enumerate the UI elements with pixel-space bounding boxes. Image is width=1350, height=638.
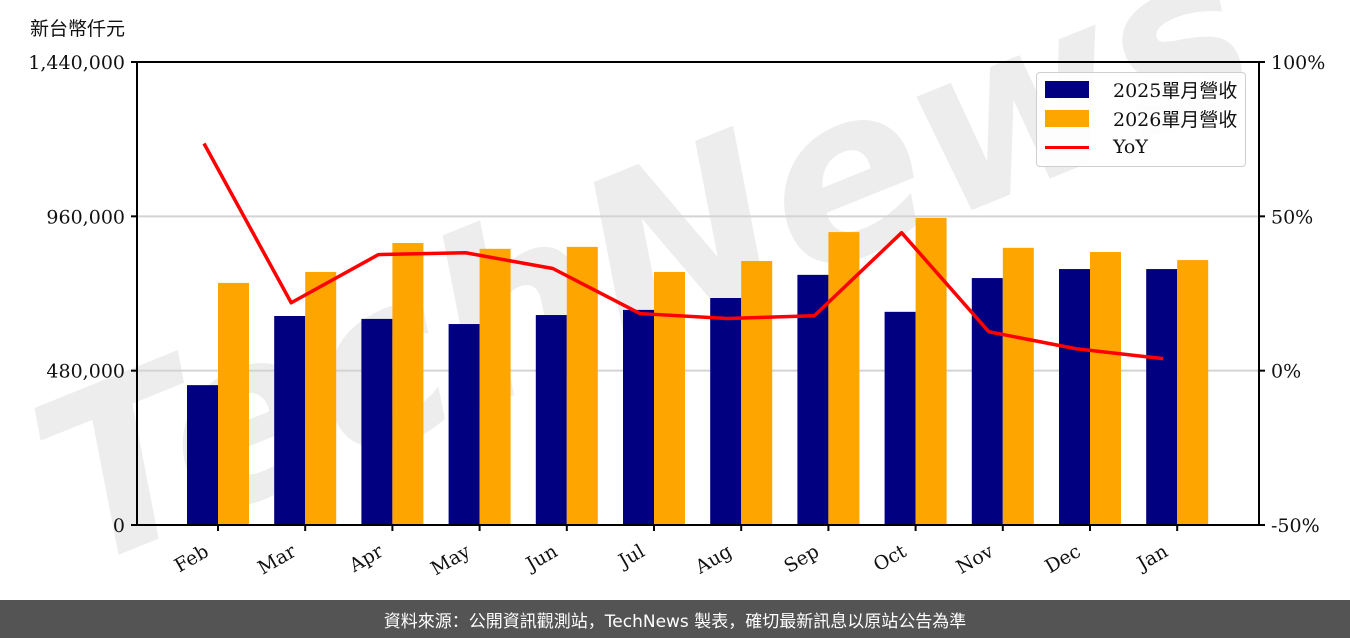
svg-text:480,000: 480,000 [46,361,125,383]
svg-text:Jun: Jun [521,540,562,576]
y-axis-unit-label: 新台幣仟元 [30,18,126,40]
bar-2026 [654,271,685,525]
svg-text:1,440,000: 1,440,000 [28,52,125,74]
bar-2025 [1146,269,1178,525]
svg-text:Apr: Apr [345,540,388,577]
legend-label-2026: 2026單月營收 [1113,108,1238,131]
legend-line-yoy [1045,145,1089,149]
bar-2026 [915,217,947,525]
svg-text:Nov: Nov [953,540,998,579]
bar-2026 [479,248,511,526]
bars [187,217,1209,526]
bar-2026 [741,261,773,525]
legend-swatch-2026 [1045,109,1089,127]
bar-2025 [274,316,306,525]
bar-2025 [797,274,829,525]
bar-2026 [828,232,860,525]
legend-item-2026: 2026單月營收 [1045,106,1238,131]
svg-text:Jul: Jul [613,540,648,573]
legend-label-2025: 2025單月營收 [1113,79,1238,102]
legend-item-yoy: YoY [1045,135,1148,159]
svg-text:May: May [427,540,474,580]
legend-label-yoy: YoY [1113,136,1148,158]
bar-2026 [1090,252,1121,525]
svg-text:0: 0 [113,515,125,537]
yoy-line [202,142,1164,361]
svg-text:Sep: Sep [780,540,823,577]
bar-2025 [448,324,480,525]
svg-text:Oct: Oct [870,540,911,576]
bar-2025 [535,315,567,525]
chart: TechNews 0480,000960,0001,440,000-50%0%5… [2,0,1326,600]
source-footer: 資料來源：公開資訊觀測站，TechNews 製表，確切最新訊息以原站公告為準 [0,600,1350,638]
svg-text:Jan: Jan [1132,540,1172,576]
bar-2025 [361,318,393,525]
svg-text:Dec: Dec [1041,540,1084,578]
footer-text: 資料來源：公開資訊觀測站，TechNews 製表，確切最新訊息以原站公告為準 [383,611,967,632]
bar-2025 [623,309,654,525]
svg-text:Aug: Aug [691,540,736,579]
svg-text:0%: 0% [1271,361,1301,383]
bar-2026 [218,282,249,525]
bar-2026 [305,271,337,525]
bar-2025 [1059,269,1090,525]
bar-2025 [187,385,218,525]
bar-2026 [566,246,598,525]
svg-text:50%: 50% [1271,206,1313,228]
legend-swatch-2025 [1045,80,1089,98]
bar-2026 [392,243,424,525]
svg-text:-50%: -50% [1271,515,1320,537]
legend: 2025單月營收 2026單月營收 YoY [1036,72,1246,167]
svg-text:100%: 100% [1271,52,1325,74]
bar-2025 [710,298,742,525]
legend-item-2025: 2025單月營收 [1045,77,1238,102]
bar-2025 [884,311,916,525]
svg-text:960,000: 960,000 [46,206,125,228]
bar-2026 [1177,260,1209,525]
bar-2026 [1002,247,1034,525]
